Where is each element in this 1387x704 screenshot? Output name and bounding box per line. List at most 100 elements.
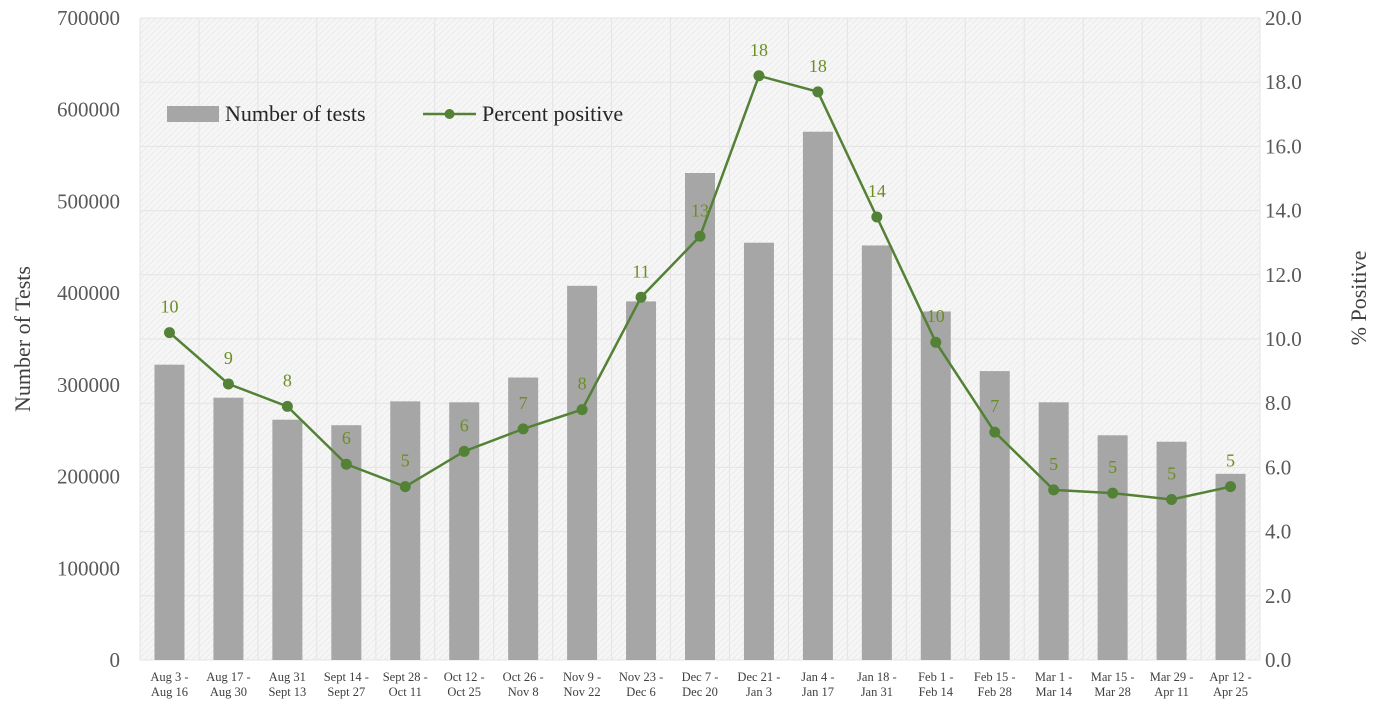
y2-tick-label: 4.0	[1265, 520, 1291, 544]
y-tick-label: 200000	[57, 465, 120, 489]
bar	[743, 242, 774, 660]
data-label: 5	[1049, 454, 1058, 474]
right-axis-ticks: 0.0 2.0 4.0 6.0 8.0 10.0 12.0 14.0 16.0 18.0 20.0	[1265, 6, 1302, 672]
data-label: 18	[750, 40, 768, 60]
line-point	[694, 230, 706, 242]
line-point	[930, 336, 942, 348]
y2-tick-label: 14.0	[1265, 199, 1302, 223]
line-point	[222, 378, 234, 390]
line-point	[871, 211, 883, 223]
line-series: 10 9 8 6 5 6 7 8 11 13 18 18 14 10 7 5 5 5 5	[160, 40, 1237, 505]
x-tick-label: Jan 18 -Jan 31	[857, 670, 897, 699]
y-tick-label: 700000	[57, 6, 120, 30]
data-label: 8	[578, 374, 587, 394]
x-tick-label: Mar 29 -Apr 11	[1150, 670, 1194, 699]
bar	[213, 397, 244, 660]
x-tick-label: Feb 1 -Feb 14	[918, 670, 954, 699]
line-point	[989, 426, 1001, 438]
bar	[920, 311, 951, 660]
x-tick-label: Nov 23 -Dec 6	[619, 670, 663, 699]
line-point	[458, 445, 470, 457]
bar	[979, 371, 1010, 660]
x-tick-label: Aug 3 -Aug 16	[150, 670, 188, 699]
y2-tick-label: 10.0	[1265, 327, 1302, 351]
bar	[802, 131, 833, 660]
gridlines	[139, 17, 1261, 661]
y2-tick-label: 0.0	[1265, 648, 1291, 672]
y-tick-label: 100000	[57, 556, 120, 580]
line-point	[1048, 484, 1060, 496]
bar	[449, 402, 480, 660]
line-point	[340, 458, 352, 470]
x-tick-label: Mar 1 -Mar 14	[1035, 670, 1073, 699]
x-tick-label: Feb 15 -Feb 28	[974, 670, 1016, 699]
bar	[154, 364, 185, 660]
data-label: 6	[342, 428, 351, 448]
data-label: 13	[691, 200, 709, 220]
x-tick-label: Oct 26 -Nov 8	[503, 670, 544, 699]
x-tick-label: Apr 12 -Apr 25	[1209, 670, 1251, 699]
x-tick-label: Oct 12 -Oct 25	[444, 670, 485, 699]
y2-tick-label: 6.0	[1265, 455, 1291, 479]
data-label: 6	[460, 415, 469, 435]
bar	[272, 419, 303, 660]
bar-series	[154, 131, 1246, 661]
legend-bar-swatch	[167, 106, 219, 122]
y2-tick-label: 20.0	[1265, 6, 1302, 30]
line-point	[517, 423, 529, 435]
data-label: 5	[1226, 451, 1235, 471]
data-label: 18	[809, 56, 827, 76]
x-tick-label: Aug 31 Sept 13	[268, 670, 306, 699]
bar	[685, 172, 715, 661]
line-point	[1166, 494, 1178, 505]
data-label: 9	[224, 348, 233, 368]
line-point	[163, 327, 175, 339]
bar	[567, 285, 598, 660]
data-label: 7	[519, 393, 528, 413]
data-label: 11	[632, 261, 649, 281]
y-tick-label: 300000	[57, 373, 120, 397]
left-axis-ticks: 0 100000 200000 300000 400000 500000 600000 700…	[57, 6, 120, 672]
data-label: 10	[927, 306, 945, 326]
x-tick-label: Nov 9 -Nov 22	[563, 670, 601, 699]
legend-line-label: Percent positive	[482, 101, 623, 126]
y2-tick-label: 8.0	[1265, 391, 1291, 415]
data-label: 5	[1108, 457, 1117, 477]
x-tick-label: Jan 4 -Jan 17	[801, 670, 834, 699]
bar	[1038, 402, 1069, 660]
category-axis-labels: Aug 3 -Aug 16 Aug 17 -Aug 30 Aug 31 Sept 13…	[150, 670, 1251, 699]
x-tick-label: Aug 17 -Aug 30	[206, 670, 250, 699]
legend-bar-label: Number of tests	[225, 101, 366, 126]
bar	[861, 245, 892, 661]
data-label: 8	[283, 370, 292, 390]
data-label: 5	[401, 451, 410, 471]
x-tick-label: Dec 21 -Jan 3	[737, 670, 780, 699]
y-tick-label: 600000	[57, 98, 120, 122]
bar	[1097, 435, 1128, 660]
line-point	[753, 70, 765, 82]
bar	[508, 377, 539, 660]
y-tick-label: 0	[110, 648, 121, 672]
line-point	[1107, 487, 1119, 499]
bar	[1215, 473, 1246, 660]
line-point	[399, 481, 411, 493]
line-point	[812, 86, 824, 98]
line-point	[281, 400, 293, 412]
bar	[390, 401, 421, 660]
y2-tick-label: 16.0	[1265, 134, 1302, 158]
y-axis-title: Number of Tests	[10, 266, 35, 412]
x-tick-label: Mar 15 -Mar 28	[1091, 670, 1135, 699]
y2-tick-label: 2.0	[1265, 584, 1291, 608]
legend: Number of tests Percent positive	[167, 101, 623, 126]
line-point	[1225, 481, 1237, 493]
line-point	[635, 291, 647, 303]
data-label: 7	[990, 396, 999, 416]
data-label: 5	[1167, 464, 1176, 484]
line-point	[576, 404, 588, 416]
y-tick-label: 400000	[57, 281, 120, 305]
y2-tick-label: 12.0	[1265, 263, 1302, 287]
data-label: 10	[160, 297, 178, 317]
y2-axis-title: % Positive	[1346, 251, 1371, 346]
data-label: 14	[868, 181, 886, 201]
